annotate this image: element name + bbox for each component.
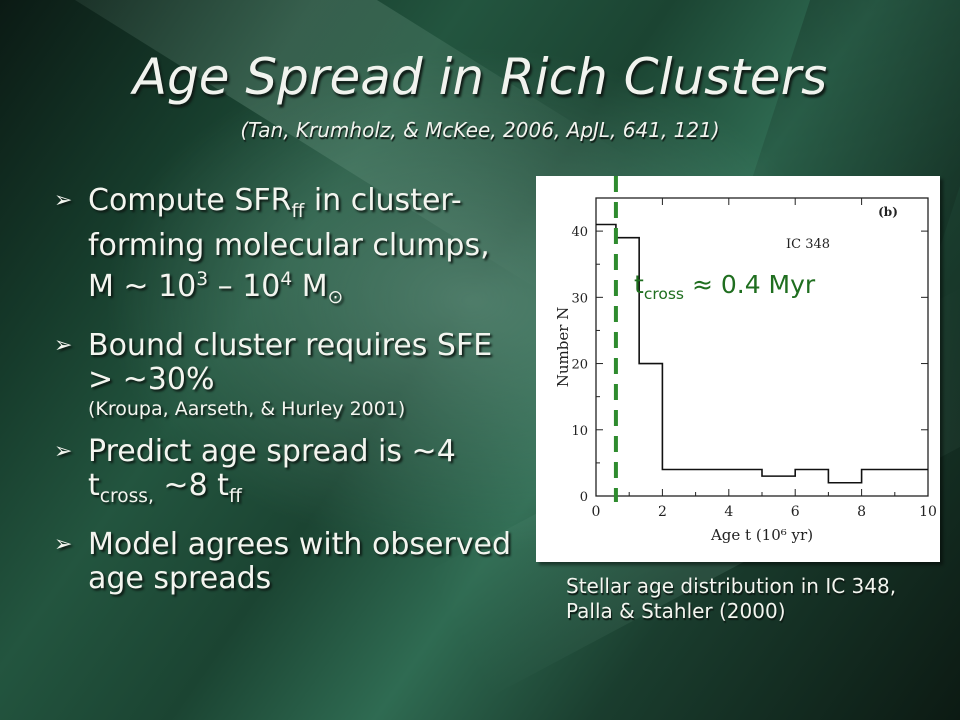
bullet-text: Bound cluster requires SFE > ~30% xyxy=(88,328,493,397)
bullet-reference: (Kroupa, Aarseth, & Hurley 2001) xyxy=(88,398,406,420)
age-distribution-chart: 0 2 4 6 8 10 0 10 20 30 40 (b) IC 348 Age t (10⁶ yr) N… xyxy=(536,176,940,562)
bullet-list: ➢ Compute SFRff in cluster-forming molec… xyxy=(52,184,522,610)
bullet-compute-sfr: ➢ Compute SFRff in cluster-forming molec… xyxy=(52,184,522,315)
x-tick-label: 2 xyxy=(658,504,667,520)
x-tick-label: 8 xyxy=(857,504,866,520)
bullet-model-agrees: ➢ Model agrees with observed age spreads xyxy=(52,528,522,596)
bullet-text: Compute SFRff in cluster-forming molecul… xyxy=(88,183,490,309)
y-tick-label: 30 xyxy=(571,291,588,306)
x-axis-label: Age t (10⁶ yr) xyxy=(710,526,813,544)
bullet-bound-cluster: ➢ Bound cluster requires SFE > ~30% (Kro… xyxy=(52,329,522,421)
slide-subtitle: (Tan, Krumholz, & McKee, 2006, ApJL, 641… xyxy=(240,118,720,142)
y-tick-label: 40 xyxy=(571,225,588,240)
x-tick-label: 6 xyxy=(791,504,800,520)
bullet-text: Model agrees with observed age spreads xyxy=(88,527,512,596)
crossing-time-annotation: tcross ≈ 0.4 Myr xyxy=(634,270,816,303)
arrow-bullet-icon: ➢ xyxy=(54,532,73,557)
figure-caption: Stellar age distribution in IC 348, Pall… xyxy=(566,574,897,623)
y-axis-label: Number N xyxy=(554,307,572,388)
slide-title: Age Spread in Rich Clusters xyxy=(132,48,828,106)
plot-frame xyxy=(595,197,929,497)
panel-label: (b) xyxy=(878,205,898,219)
x-tick-label: 0 xyxy=(592,504,601,520)
arrow-bullet-icon: ➢ xyxy=(54,188,73,213)
x-tick-label: 10 xyxy=(919,504,937,520)
histogram-step-line xyxy=(596,223,928,484)
y-tick-label: 0 xyxy=(580,490,588,505)
y-tick-label: 10 xyxy=(571,424,588,439)
object-label: IC 348 xyxy=(786,237,830,252)
arrow-bullet-icon: ➢ xyxy=(54,333,73,358)
bullet-text: Predict age spread is ~4 tcross, ~8 tff xyxy=(88,434,456,508)
bullet-predict-age-spread: ➢ Predict age spread is ~4 tcross, ~8 tf… xyxy=(52,435,522,514)
y-tick-label: 20 xyxy=(571,358,588,373)
x-tick-label: 4 xyxy=(724,504,733,520)
age-histogram-svg: 0 2 4 6 8 10 0 10 20 30 40 (b) IC 348 Age t (10⁶ yr) N… xyxy=(554,176,937,544)
arrow-bullet-icon: ➢ xyxy=(54,439,73,464)
